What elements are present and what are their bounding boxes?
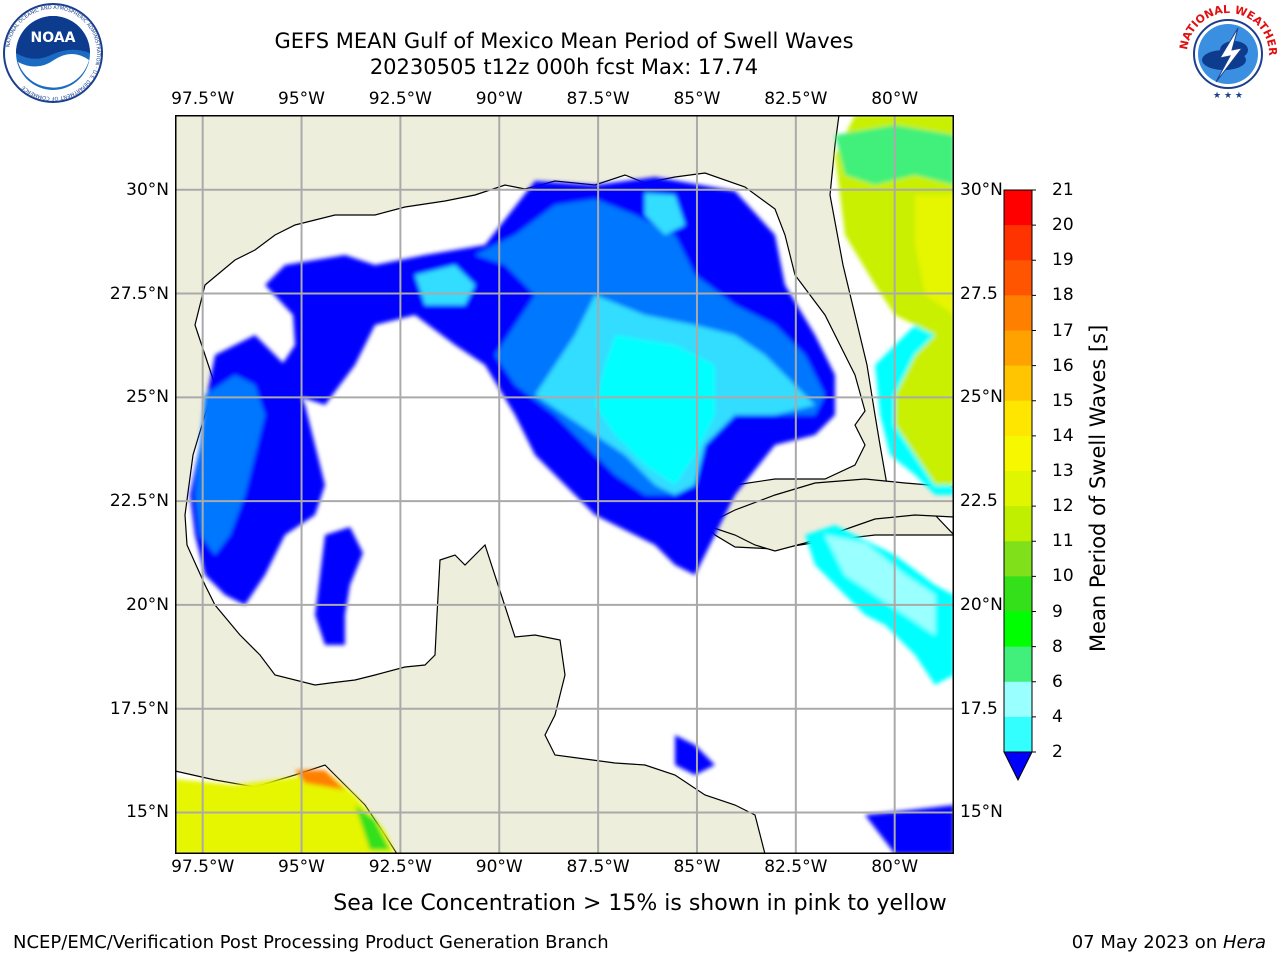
colorbar-segment bbox=[1004, 541, 1032, 577]
lat-tick-label-right: 20°N bbox=[960, 594, 1003, 615]
colorbar-tick-label: 18 bbox=[1052, 285, 1074, 306]
nws-logo-icon: NATIONAL WEATHER SERVICE ★ ★ ★ bbox=[1172, 0, 1280, 110]
lat-tick-label-left: 17.5°N bbox=[109, 698, 169, 719]
swell-area-3s-west bbox=[195, 375, 265, 555]
swell-area-14s-atlantic bbox=[915, 195, 954, 315]
colorbar-extend-arrow bbox=[1003, 751, 1033, 782]
lon-tick-label-top: 90°W bbox=[475, 89, 523, 109]
lon-tick-label-top: 92.5°W bbox=[368, 89, 432, 109]
lon-tick-label-top: 97.5°W bbox=[171, 89, 235, 109]
colorbar-tick-label: 8 bbox=[1052, 636, 1063, 657]
colorbar-segment bbox=[1004, 576, 1032, 612]
colorbar-tick-label: 11 bbox=[1052, 531, 1074, 552]
lon-tick-label-bottom: 92.5°W bbox=[368, 857, 432, 877]
lon-tick-label-bottom: 97.5°W bbox=[171, 857, 235, 877]
swell-area-2s-bay bbox=[315, 527, 363, 645]
lat-tick-label-left: 30°N bbox=[126, 179, 169, 200]
colorbar-segment bbox=[1004, 365, 1032, 402]
colorbar-segment bbox=[1004, 435, 1032, 472]
colorbar-segment bbox=[1004, 260, 1032, 296]
footer-credit: NCEP/EMC/Verification Post Processing Pr… bbox=[13, 932, 609, 953]
colorbar bbox=[1002, 188, 1036, 788]
lon-tick-label-top: 87.5°W bbox=[566, 89, 630, 109]
lat-tick-label-right: 17.5 bbox=[960, 698, 998, 719]
sea-ice-note: Sea Ice Concentration > 15% is shown in … bbox=[333, 891, 947, 916]
swell-area-6s bbox=[595, 335, 715, 485]
lat-tick-label-right: 22.5 bbox=[960, 491, 998, 512]
colorbar-segment bbox=[1004, 506, 1032, 542]
footer-date: 07 May 2023 on Hera bbox=[1072, 932, 1266, 954]
lon-tick-label-bottom: 90°W bbox=[475, 857, 523, 877]
colorbar-tick-label: 15 bbox=[1052, 390, 1074, 411]
colorbar-segment bbox=[1004, 611, 1032, 648]
lon-tick-label-bottom: 87.5°W bbox=[566, 857, 630, 877]
colorbar-tick-label: 9 bbox=[1052, 601, 1063, 622]
colorbar-tick-label: 4 bbox=[1052, 706, 1063, 727]
lon-tick-label-top: 95°W bbox=[278, 89, 326, 109]
lat-tick-label-left: 27.5°N bbox=[109, 283, 169, 304]
lon-tick-label-bottom: 80°W bbox=[871, 857, 919, 877]
colorbar-tick-label: 17 bbox=[1052, 320, 1074, 341]
swell-area-11s-pacific bbox=[355, 805, 390, 850]
swell-area-2s-south bbox=[865, 805, 954, 854]
colorbar-segment bbox=[1004, 646, 1032, 683]
lon-tick-label-top: 80°W bbox=[871, 89, 919, 109]
colorbar-label: Mean Period of Swell Waves [s] bbox=[1086, 324, 1110, 652]
svg-text:NOAA: NOAA bbox=[31, 30, 76, 46]
noaa-logo-icon: NOAA NATIONAL OCEANIC AND ATMOSPHERIC AD… bbox=[2, 2, 104, 108]
colorbar-tick-label: 21 bbox=[1052, 180, 1074, 200]
colorbar-segment bbox=[1004, 295, 1032, 331]
colorbar-tick-label: 20 bbox=[1052, 215, 1074, 236]
colorbar-segment bbox=[1004, 400, 1032, 437]
lon-tick-label-top: 85°W bbox=[673, 89, 721, 109]
lat-tick-label-right: 25°N bbox=[960, 387, 1003, 408]
swell-area-5s-north bbox=[645, 193, 685, 235]
lat-tick-label-right: 30°N bbox=[960, 179, 1003, 200]
lon-tick-label-bottom: 95°W bbox=[278, 857, 326, 877]
lat-tick-label-left: 20°N bbox=[126, 594, 169, 615]
colorbar-segment bbox=[1004, 681, 1032, 718]
lon-tick-label-bottom: 85°W bbox=[673, 857, 721, 877]
colorbar-segment bbox=[1004, 330, 1032, 367]
footer-date-text: 07 May 2023 on bbox=[1071, 932, 1223, 953]
swell-area-2s-honduras bbox=[675, 735, 715, 775]
chart-subtitle: 20230505 t12z 000h fcst Max: 17.74 bbox=[369, 55, 759, 79]
footer-machine: Hera bbox=[1222, 932, 1266, 953]
colorbar-tick-label: 2 bbox=[1052, 742, 1063, 762]
lon-tick-label-bottom: 82.5°W bbox=[764, 857, 828, 877]
colorbar-tick-label: 16 bbox=[1052, 355, 1074, 376]
map-frame bbox=[175, 115, 954, 854]
colorbar-tick-label: 13 bbox=[1052, 461, 1074, 481]
swell-area-5s-central bbox=[415, 265, 475, 305]
lon-tick-label-top: 82.5°W bbox=[764, 89, 828, 109]
lat-tick-label-left: 25°N bbox=[126, 387, 169, 408]
swell-area-8s-caribbean bbox=[825, 535, 935, 635]
lat-tick-label-right: 27.5 bbox=[960, 283, 998, 304]
lat-tick-label-right: 15°N bbox=[960, 802, 1003, 823]
swell-area-18s-pacific bbox=[295, 770, 345, 790]
colorbar-tick-label: 14 bbox=[1052, 425, 1074, 446]
colorbar-segment bbox=[1004, 190, 1032, 226]
colorbar-segment bbox=[1004, 471, 1032, 507]
colorbar-tick-label: 19 bbox=[1052, 250, 1074, 271]
lat-tick-label-left: 15°N bbox=[126, 802, 169, 823]
colorbar-tick-label: 6 bbox=[1052, 671, 1063, 692]
svg-text:★ ★ ★: ★ ★ ★ bbox=[1213, 91, 1243, 101]
colorbar-tick-label: 12 bbox=[1052, 496, 1074, 517]
map-panel bbox=[174, 114, 955, 858]
colorbar-tick-label: 10 bbox=[1052, 566, 1074, 587]
lat-tick-label-left: 22.5°N bbox=[109, 491, 169, 512]
colorbar-segment bbox=[1004, 716, 1032, 753]
chart-title: GEFS MEAN Gulf of Mexico Mean Period of … bbox=[274, 29, 854, 53]
colorbar-segment bbox=[1004, 225, 1032, 261]
